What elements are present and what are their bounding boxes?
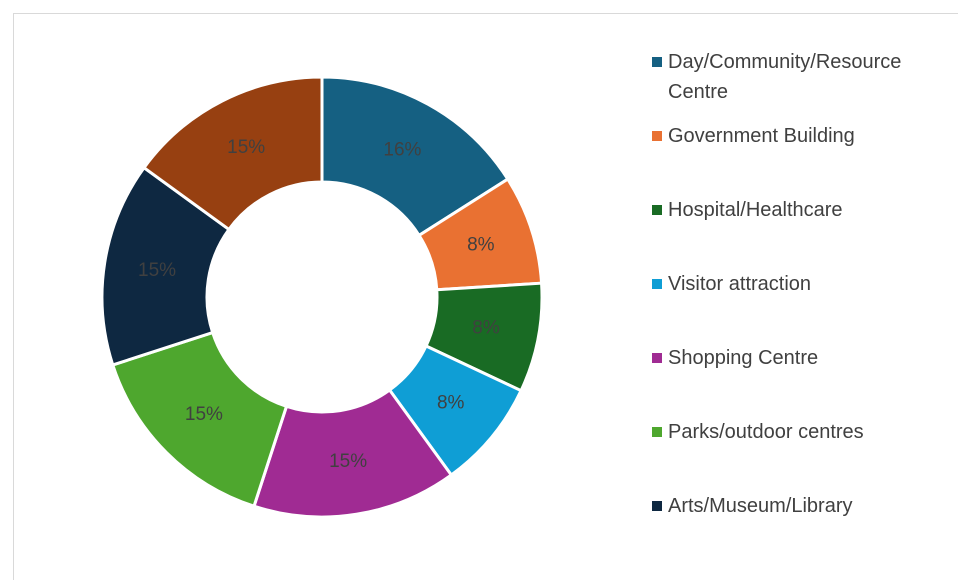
- legend-item: Visitor attraction: [652, 269, 952, 299]
- data-label: 15%: [329, 451, 367, 472]
- legend-label: Parks/outdoor centres: [668, 421, 864, 443]
- legend-swatch: [652, 501, 662, 511]
- data-label: 16%: [383, 140, 421, 161]
- legend-swatch: [652, 131, 662, 141]
- legend-item: Government Building: [652, 121, 952, 151]
- donut-slice: [141, 75, 324, 232]
- data-label: 8%: [467, 234, 495, 255]
- data-label: 15%: [227, 137, 265, 158]
- legend-label: Hospital/Healthcare: [668, 199, 843, 221]
- legend-swatch: [652, 353, 662, 363]
- donut-slice: [320, 75, 510, 238]
- legend-swatch: [652, 279, 662, 289]
- legend-label: Arts/Museum/Library: [668, 495, 853, 517]
- legend-item: Arts/Museum/Library: [652, 491, 952, 521]
- legend-swatch: [652, 205, 662, 215]
- data-label: 8%: [472, 317, 500, 338]
- legend-item: Day/Community/Resource Centre: [652, 47, 952, 107]
- data-label: 15%: [185, 404, 223, 425]
- legend-item: Hospital/Healthcare: [652, 195, 952, 225]
- legend-label: Day/Community/Resource Centre: [668, 51, 902, 103]
- data-label: 8%: [437, 392, 465, 413]
- legend-label: Shopping Centre: [668, 347, 819, 369]
- legend-item: Parks/outdoor centres: [652, 417, 952, 447]
- legend-label: Government Building: [668, 125, 855, 147]
- legend-label: Visitor attraction: [668, 273, 812, 295]
- legend-swatch: [652, 57, 662, 67]
- legend-swatch: [652, 427, 662, 437]
- legend-item: Shopping Centre: [652, 343, 952, 373]
- data-label: 15%: [138, 260, 176, 281]
- chart-border: [13, 13, 958, 580]
